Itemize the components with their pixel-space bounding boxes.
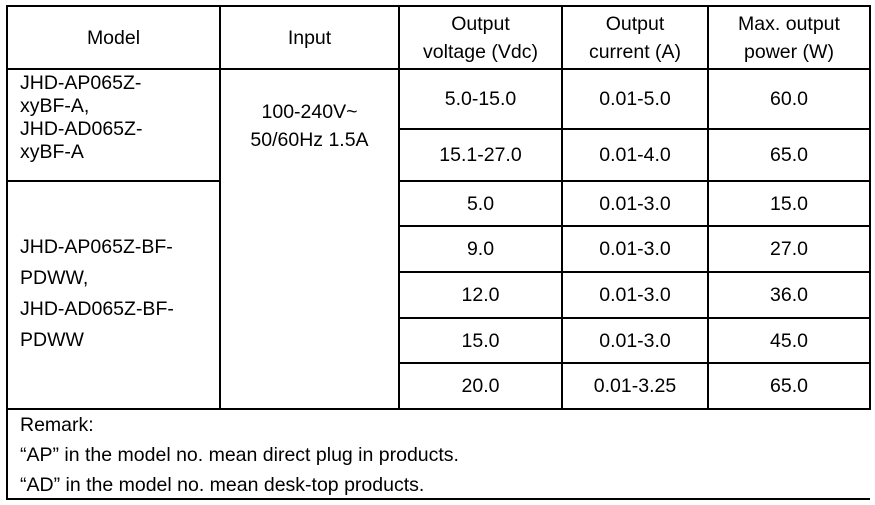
voltage-cell: 5.0	[398, 180, 563, 227]
header-power: Max. output power (W)	[707, 5, 871, 70]
current-cell: 0.01-3.25	[561, 362, 709, 410]
model-line: JHD-AD065Z-BF-	[20, 298, 174, 320]
spec-table: Model Input Output voltage (Vdc) Output cu…	[6, 5, 871, 410]
table-row: 15.0 0.01-3.0 45.0	[7, 317, 871, 364]
table-row: 20.0 0.01-3.25 65.0	[7, 362, 871, 410]
current-cell: 0.01-4.0	[561, 128, 709, 182]
voltage-cell: 20.0	[398, 362, 563, 410]
power-cell: 65.0	[707, 362, 871, 410]
model-cell: JHD-AP065Z- xyBF-A, JHD-AD065Z- xyBF-A	[6, 68, 221, 182]
current-cell: 0.01-3.0	[561, 317, 709, 364]
table-row: 15.1-27.0 0.01-4.0 65.0	[7, 128, 871, 182]
header-current-line: current (A)	[588, 40, 682, 63]
header-voltage: Output voltage (Vdc)	[398, 5, 563, 70]
model-line: xyBF-A,	[20, 95, 90, 117]
power-cell: 60.0	[707, 68, 871, 130]
voltage-cell: 15.0	[398, 317, 563, 364]
current-cell: 0.01-3.0	[561, 225, 709, 273]
power-cell: 15.0	[707, 180, 871, 227]
model-line: PDWW,	[20, 267, 89, 289]
header-row: Model Input Output voltage (Vdc) Output cu…	[6, 5, 871, 70]
table-row: JHD-AP065Z-BF- PDWW, JHD-AD065Z-BF- PDWW…	[6, 180, 871, 410]
model-line: JHD-AP065Z-BF-	[20, 236, 173, 258]
header-input: Input	[219, 5, 400, 70]
power-cell: 65.0	[707, 128, 871, 182]
voltage-cell: 12.0	[398, 271, 563, 319]
header-voltage-line: Output	[451, 12, 510, 35]
power-cell: 27.0	[707, 225, 871, 273]
remark-line: “AP” in the model no. mean direct plug i…	[20, 444, 459, 466]
power-cell: 36.0	[707, 271, 871, 319]
current-cell: 0.01-3.0	[561, 180, 709, 227]
header-model: Model	[6, 5, 221, 70]
model-line: PDWW	[20, 329, 84, 351]
model-line: xyBF-A	[20, 141, 84, 163]
header-voltage-line: voltage (Vdc)	[423, 40, 538, 63]
model-line: JHD-AD065Z-	[20, 118, 143, 140]
remark-line: “AD” in the model no. mean desk-top prod…	[20, 474, 425, 496]
header-power-line: power (W)	[744, 40, 834, 63]
header-current-line: Output	[605, 12, 665, 35]
table-row: 12.0 0.01-3.0 36.0	[7, 271, 871, 319]
input-line: 50/60Hz 1.5A	[250, 129, 369, 151]
header-power-line: Max. output	[738, 12, 840, 35]
model-line: JHD-AP065Z-	[20, 72, 142, 94]
input-cell: 100-240V~ 50/60Hz 1.5A	[219, 68, 400, 410]
table-row: 9.0 0.01-3.0 27.0	[7, 225, 871, 273]
current-cell: 0.01-5.0	[561, 68, 709, 130]
power-cell: 45.0	[707, 317, 871, 364]
voltage-cell: 15.1-27.0	[398, 128, 563, 182]
remark-title: Remark:	[20, 414, 94, 436]
header-current: Output current (A)	[561, 5, 709, 70]
voltage-cell: 9.0	[398, 225, 563, 273]
table-row: JHD-AP065Z- xyBF-A, JHD-AD065Z- xyBF-A 1…	[6, 68, 871, 410]
current-cell: 0.01-3.0	[561, 271, 709, 319]
remark-section: Remark: “AP” in the model no. mean direc…	[6, 408, 870, 500]
voltage-cell: 5.0-15.0	[398, 68, 563, 130]
model-cell: JHD-AP065Z-BF- PDWW, JHD-AD065Z-BF- PDWW	[6, 180, 221, 410]
input-line: 100-240V~	[261, 101, 358, 123]
